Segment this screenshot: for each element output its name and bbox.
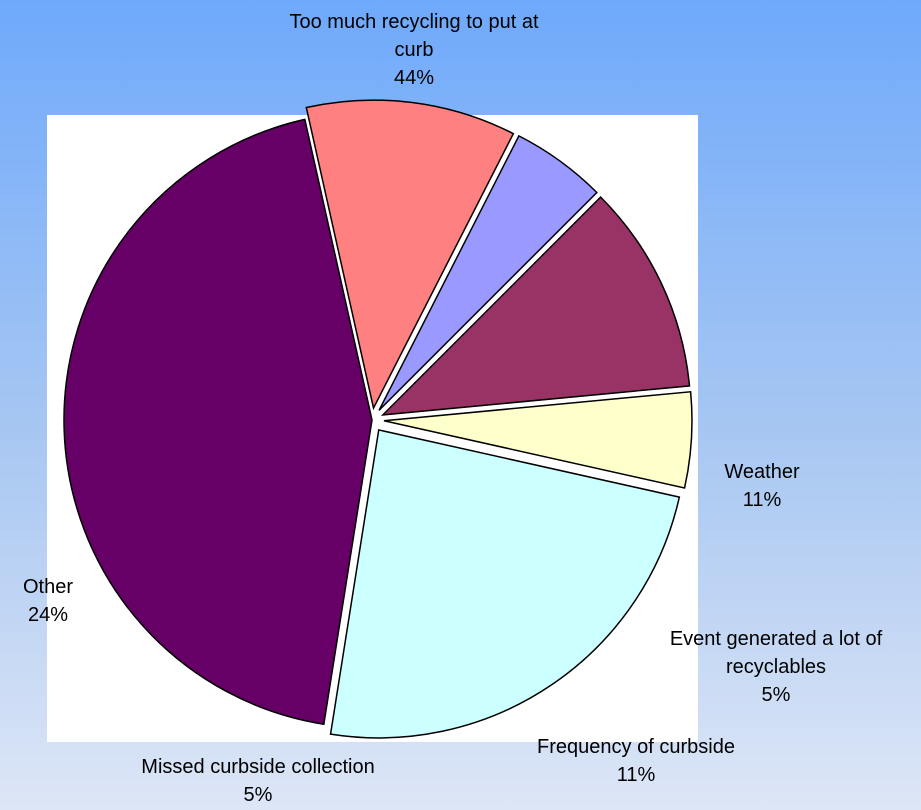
slice-label-2: Event generated a lot of recyclables 5%: [670, 625, 882, 709]
slice-label-text: Event generated a lot of: [669, 628, 883, 650]
pie-slice-1: [305, 99, 515, 411]
pie-slice-5: [329, 429, 681, 739]
slice-label-text: recyclables: [725, 656, 827, 678]
slice-percent-label: 44%: [393, 67, 435, 89]
slice-percent-label: 11%: [742, 489, 782, 511]
slice-percent-label: 24%: [27, 604, 69, 626]
pie-slice-3: [380, 196, 691, 416]
pie-slice-4: [383, 390, 693, 489]
slice-label-3: Frequency of curbside 11%: [537, 733, 735, 789]
slice-label-text: curb: [394, 39, 434, 61]
slice-label-0: Too much recycling to put at curb 44%: [289, 8, 538, 92]
slice-label-text: Frequency of curbside: [537, 736, 735, 758]
pie-slices: [63, 99, 693, 739]
slice-label-text: Weather: [724, 461, 800, 483]
slice-percent-label: 5%: [761, 684, 791, 706]
slice-label-text: Missed curbside collection: [141, 756, 375, 778]
slice-label-text: Too much recycling to put at: [289, 11, 539, 33]
pie-slice-0: [63, 118, 373, 726]
slice-label-text: Other: [22, 576, 74, 598]
slice-label-4: Missed curbside collection 5%: [141, 753, 374, 809]
pie-slice-2: [378, 134, 598, 411]
slice-percent-label: 5%: [243, 784, 273, 806]
slice-label-1: Weather 11%: [724, 458, 799, 514]
slice-label-5: Other 24%: [23, 573, 73, 629]
slice-percent-label: 11%: [616, 764, 656, 786]
